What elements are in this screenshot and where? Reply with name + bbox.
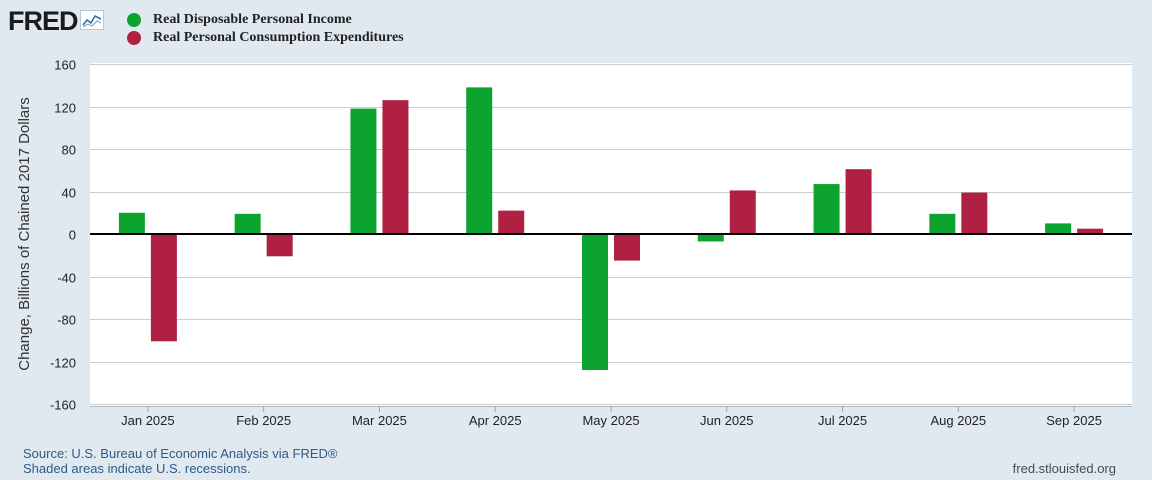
y-tick-label: 0 — [69, 228, 76, 243]
chart-legend: Real Disposable Personal Income Real Per… — [127, 11, 404, 47]
legend-swatch-income — [127, 13, 141, 27]
bar-consumption[interactable] — [266, 234, 293, 257]
x-tick-label: Sep 2025 — [1046, 413, 1102, 428]
bars — [118, 87, 1104, 370]
bar-consumption[interactable] — [961, 192, 988, 234]
x-tick-label: Apr 2025 — [469, 413, 522, 428]
fred-logo-text: FRED — [8, 6, 78, 36]
bar-chart: 160 120 80 40 0 -40 -80 -120 -160 Jan 2025 Feb 20… — [16, 58, 1132, 428]
x-tick-label: Jan 2025 — [121, 413, 175, 428]
bar-income[interactable] — [234, 213, 261, 234]
y-axis-title: Change, Billions of Chained 2017 Dollars — [16, 97, 33, 371]
legend-swatch-consumption — [127, 31, 141, 45]
bar-income[interactable] — [582, 234, 608, 370]
x-tick-label: Aug 2025 — [930, 413, 986, 428]
legend-item-income[interactable]: Real Disposable Personal Income — [127, 11, 404, 29]
y-tick-label: 80 — [62, 143, 76, 158]
line-graph-icon — [79, 10, 104, 30]
bar-consumption[interactable] — [150, 234, 177, 342]
y-tick-label: 40 — [62, 186, 76, 201]
y-axis-ticks: 160 120 80 40 0 -40 -80 -120 -160 — [50, 58, 76, 413]
legend-item-consumption[interactable]: Real Personal Consumption Expenditures — [127, 29, 404, 47]
legend-label-income: Real Disposable Personal Income — [153, 12, 352, 27]
x-tick-label: May 2025 — [582, 413, 639, 428]
bar-consumption[interactable] — [1077, 228, 1104, 234]
x-tick-label: Mar 2025 — [352, 413, 407, 428]
recession-note[interactable]: Shaded areas indicate U.S. recessions. — [23, 461, 251, 476]
bar-income[interactable] — [697, 234, 724, 242]
bar-income[interactable] — [1045, 223, 1072, 234]
bar-consumption[interactable] — [845, 169, 872, 234]
x-tick-label: Jul 2025 — [818, 413, 867, 428]
y-tick-label: 120 — [54, 101, 76, 116]
gridlines — [90, 64, 1132, 405]
bar-income[interactable] — [929, 213, 956, 234]
site-url[interactable]: fred.stlouisfed.org — [1012, 461, 1116, 476]
y-tick-label: -160 — [50, 398, 76, 413]
bar-consumption[interactable] — [498, 210, 525, 234]
bar-consumption[interactable] — [614, 234, 640, 261]
bar-income[interactable] — [350, 108, 377, 234]
y-tick-label: -80 — [57, 313, 76, 328]
y-tick-label: -120 — [50, 356, 76, 371]
bar-income[interactable] — [466, 87, 493, 234]
bar-consumption[interactable] — [729, 190, 756, 234]
bar-income[interactable] — [813, 184, 840, 234]
legend-label-consumption: Real Personal Consumption Expenditures — [153, 30, 404, 45]
x-tick-label: Feb 2025 — [236, 413, 291, 428]
bar-consumption[interactable] — [382, 100, 409, 234]
x-tick-label: Jun 2025 — [700, 413, 754, 428]
source-text: Source: U.S. Bureau of Economic Analysis… — [23, 446, 338, 461]
x-axis-ticks: Jan 2025 Feb 2025 Mar 2025 Apr 2025 May 2025… — [121, 406, 1102, 428]
footer-source: Source: U.S. Bureau of Economic Analysis… — [23, 446, 337, 476]
y-tick-label: 160 — [54, 58, 76, 73]
bar-income[interactable] — [118, 212, 145, 234]
fred-logo[interactable]: FRED — [8, 6, 104, 36]
y-tick-label: -40 — [57, 271, 76, 286]
